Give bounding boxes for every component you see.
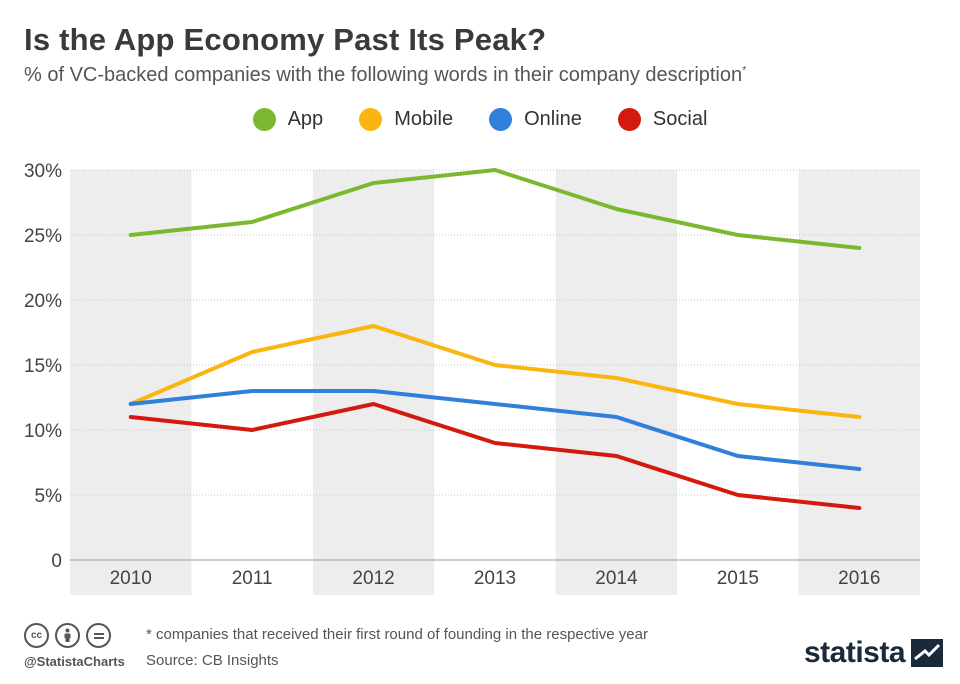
legend-swatch	[359, 108, 383, 131]
subtitle-footnote-mark: *	[742, 64, 747, 77]
x-tick-label: 2010	[110, 568, 152, 589]
license-icons: cc	[24, 623, 111, 648]
x-tick-label: 2016	[838, 568, 880, 589]
y-tick-label: 20%	[24, 291, 62, 312]
brand-name: statista	[804, 636, 906, 669]
series-line-mobile	[128, 324, 862, 419]
chart-subtitle: % of VC-backed companies with the follow…	[24, 64, 746, 87]
cc-icon: cc	[24, 623, 49, 648]
legend-item-app: App	[252, 108, 324, 131]
subtitle-text: % of VC-backed companies with the follow…	[24, 64, 743, 86]
equals-icon	[93, 632, 104, 639]
legend-label: App	[287, 108, 324, 130]
legend: App Mobile Online Social	[0, 108, 960, 131]
statista-handle[interactable]: @StatistaCharts	[24, 654, 125, 669]
y-tick-label: 30%	[24, 161, 62, 182]
column-band	[798, 170, 920, 595]
legend-label: Social	[652, 108, 708, 130]
y-tick-label: 0	[51, 551, 62, 572]
footnote: * companies that received their first ro…	[146, 626, 648, 643]
column-band	[312, 170, 435, 595]
y-tick-label: 10%	[24, 421, 62, 442]
column-band	[70, 170, 192, 595]
legend-label: Mobile	[394, 108, 454, 130]
person-icon	[64, 628, 71, 642]
by-icon	[55, 623, 80, 648]
y-tick-label: 15%	[24, 356, 62, 377]
y-tick-label: 25%	[24, 226, 62, 247]
series-line-online	[128, 389, 862, 471]
x-tick-label: 2012	[352, 568, 394, 589]
source: Source: CB Insights	[146, 652, 279, 669]
legend-item-online: Online	[489, 108, 582, 131]
chart-title: Is the App Economy Past Its Peak?	[24, 22, 547, 57]
series-line-social	[128, 402, 862, 510]
legend-swatch	[489, 108, 513, 131]
x-tick-label: 2011	[232, 568, 273, 589]
x-tick-label: 2014	[595, 568, 638, 589]
x-tick-label: 2015	[717, 568, 759, 589]
legend-swatch	[617, 108, 641, 131]
series-line-app	[128, 168, 862, 250]
y-tick-label: 5%	[35, 486, 63, 507]
legend-item-mobile: Mobile	[359, 108, 453, 131]
statista-logo[interactable]: statista	[804, 636, 944, 670]
legend-swatch	[252, 108, 276, 131]
nd-icon	[86, 623, 111, 648]
column-band	[555, 170, 678, 595]
legend-label: Online	[524, 108, 582, 130]
statista-mark-icon	[911, 639, 944, 667]
legend-item-social: Social	[617, 108, 708, 131]
x-tick-label: 2013	[474, 568, 516, 589]
